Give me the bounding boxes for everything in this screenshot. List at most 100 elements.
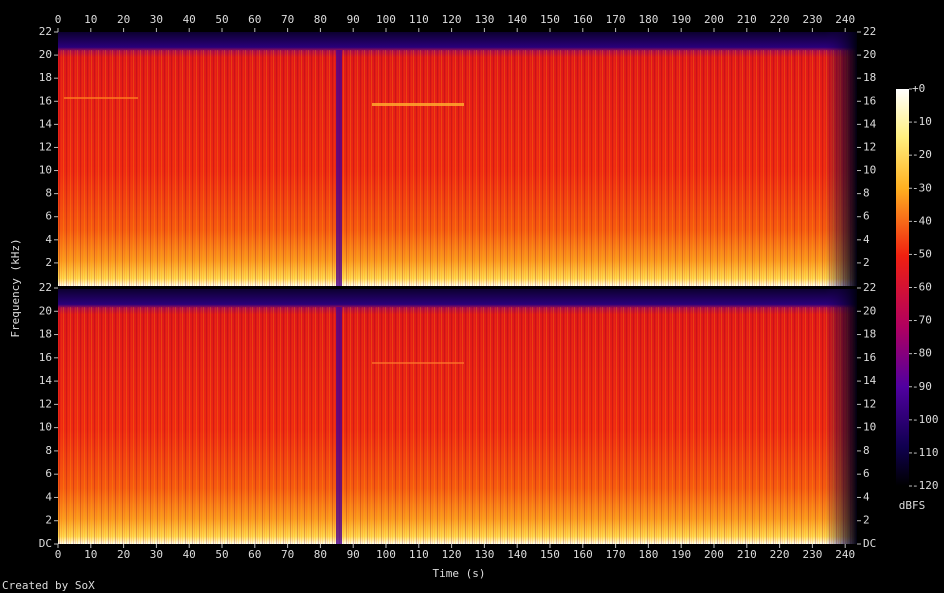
x-tick-label: 80 <box>314 548 327 561</box>
spectrogram-top <box>58 32 857 286</box>
colorbar-tick-label: -60 <box>912 281 932 294</box>
x-tick-label-top: 190 <box>671 13 691 26</box>
x-tick-label-top: 100 <box>376 13 396 26</box>
x-tick-label-top: 90 <box>347 13 360 26</box>
x-tick-label: 140 <box>507 548 527 561</box>
x-tick-label: 60 <box>248 548 261 561</box>
x-tick-label-top: 60 <box>248 13 261 26</box>
x-tick-label-top: 230 <box>802 13 822 26</box>
y-tick-label-right: 16 <box>863 94 876 107</box>
colorbar-tick-label: -100 <box>912 413 939 426</box>
y-tick-label-right: 22 <box>863 25 876 38</box>
colorbar-tick-label: -10 <box>912 115 932 128</box>
y-tick-label: 10 <box>39 421 52 434</box>
y-tick-label: 2 <box>45 514 52 527</box>
y-tick-label-right: 22 <box>863 281 876 294</box>
y-tick-label-right: 8 <box>863 444 870 457</box>
x-tick-label-top: 10 <box>84 13 97 26</box>
x-tick-label: 100 <box>376 548 396 561</box>
y-tick-label: 4 <box>45 233 52 246</box>
colorbar-tick-label: -110 <box>912 446 939 459</box>
y-tick-label: 22 <box>39 281 52 294</box>
x-tick-label-top: 150 <box>540 13 560 26</box>
x-tick-label: 210 <box>737 548 757 561</box>
x-tick-label-top: 130 <box>474 13 494 26</box>
y-tick-label: 18 <box>39 71 52 84</box>
y-tick-label-right: 20 <box>863 48 876 61</box>
x-tick-label: 120 <box>442 548 462 561</box>
y-tick-label-right: DC <box>863 537 876 550</box>
x-tick-label-top: 30 <box>150 13 163 26</box>
y-tick-label: DC <box>39 537 52 550</box>
y-tick-label: 12 <box>39 140 52 153</box>
x-tick-label-top: 180 <box>638 13 658 26</box>
x-tick-label: 150 <box>540 548 560 561</box>
y-tick-label-right: 20 <box>863 304 876 317</box>
y-tick-label: 4 <box>45 490 52 503</box>
y-tick-label-right: 12 <box>863 140 876 153</box>
x-tick-label-top: 220 <box>770 13 790 26</box>
y-tick-label: 16 <box>39 94 52 107</box>
y-tick-label: 2 <box>45 256 52 269</box>
x-tick-label-top: 210 <box>737 13 757 26</box>
y-tick-label: 6 <box>45 210 52 223</box>
y-tick-label: 12 <box>39 397 52 410</box>
colorbar-tick-label: -30 <box>912 181 932 194</box>
colorbar-tick-label: -50 <box>912 247 932 260</box>
y-tick-label: 18 <box>39 328 52 341</box>
x-tick-label: 20 <box>117 548 130 561</box>
x-tick-label: 90 <box>347 548 360 561</box>
spectrogram-bottom <box>58 289 857 544</box>
x-tick-label: 220 <box>770 548 790 561</box>
y-tick-label: 14 <box>39 117 53 130</box>
y-tick-label: 22 <box>39 25 52 38</box>
x-tick-label-top: 160 <box>573 13 593 26</box>
colorbar-label: dBFS <box>899 499 926 512</box>
x-tick-label-top: 120 <box>442 13 462 26</box>
y-tick-label-right: 6 <box>863 210 870 223</box>
x-tick-label: 110 <box>409 548 429 561</box>
colorbar-tick-label: -70 <box>912 314 932 327</box>
x-tick-label-top: 20 <box>117 13 130 26</box>
x-tick-label-top: 200 <box>704 13 724 26</box>
colorbar-tick-label: +0 <box>912 82 925 95</box>
x-tick-label-top: 40 <box>183 13 196 26</box>
y-tick-label-right: 4 <box>863 490 870 503</box>
y-tick-label-right: 2 <box>863 256 870 269</box>
y-tick-label-right: 16 <box>863 351 876 364</box>
credit: Created by SoX <box>2 579 95 592</box>
y-tick-label: 10 <box>39 164 52 177</box>
x-tick-label-top: 80 <box>314 13 327 26</box>
y-tick-label-right: 2 <box>863 514 870 527</box>
y-axis-label: Frequency (kHz) <box>9 238 22 337</box>
colorbar-tick-label: -40 <box>912 214 932 227</box>
y-tick-label: 8 <box>45 444 52 457</box>
x-tick-label-top: 70 <box>281 13 294 26</box>
x-axis-label: Time (s) <box>433 567 486 580</box>
x-tick-label: 10 <box>84 548 97 561</box>
x-tick-label: 40 <box>183 548 196 561</box>
y-tick-label: 20 <box>39 48 52 61</box>
x-tick-label-top: 170 <box>606 13 626 26</box>
y-tick-label-right: 8 <box>863 187 870 200</box>
colorbar-tick-label: -90 <box>912 380 932 393</box>
y-tick-label-right: 6 <box>863 467 870 480</box>
y-tick-label-right: 18 <box>863 71 876 84</box>
y-tick-label-right: 12 <box>863 397 876 410</box>
x-tick-label: 0 <box>55 548 62 561</box>
y-tick-label-right: 14 <box>863 117 877 130</box>
x-tick-label: 30 <box>150 548 163 561</box>
x-tick-label: 230 <box>802 548 822 561</box>
y-tick-label: 16 <box>39 351 52 364</box>
x-tick-label: 160 <box>573 548 593 561</box>
x-tick-label: 240 <box>835 548 855 561</box>
y-tick-label: 20 <box>39 304 52 317</box>
colorbar-tick-label: -20 <box>912 148 932 161</box>
y-tick-label-right: 10 <box>863 421 876 434</box>
x-tick-label: 190 <box>671 548 691 561</box>
y-tick-label-right: 10 <box>863 164 876 177</box>
x-tick-label: 180 <box>638 548 658 561</box>
x-tick-label-top: 110 <box>409 13 429 26</box>
